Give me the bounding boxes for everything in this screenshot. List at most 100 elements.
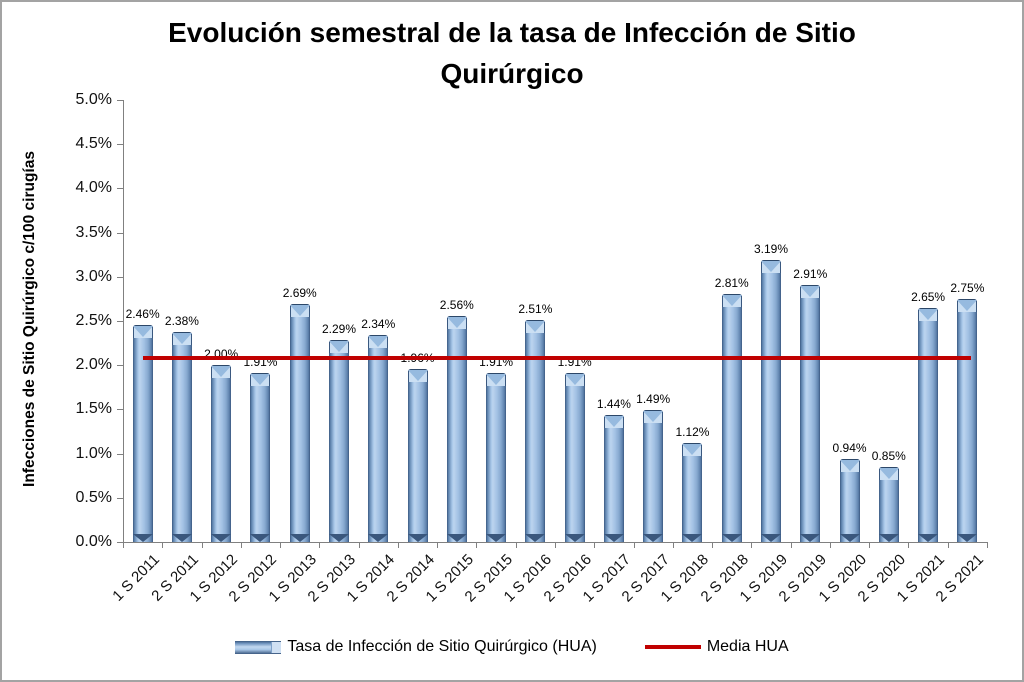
bar-cap-shade (329, 341, 349, 352)
legend-item-media: Media HUA (644, 638, 789, 656)
bar-cap-shade (761, 261, 781, 272)
bar-cap (643, 410, 664, 423)
bar-foot-shade (682, 534, 703, 542)
bar-value-label: 2.38% (164, 314, 199, 328)
bar-foot-shade (761, 534, 781, 542)
bar-cap (957, 299, 978, 312)
bar-cap (250, 373, 271, 386)
chart-title: Evolución semestral de la tasa de Infecc… (168, 17, 856, 89)
bar-foot-shade (132, 534, 153, 542)
bar (132, 325, 153, 542)
x-tick (672, 542, 674, 548)
bar-cap-shade (132, 326, 153, 337)
bar-cap-shade (878, 468, 899, 479)
bar-value-label: 1.49% (636, 392, 671, 406)
bar (721, 294, 742, 542)
bar-value-label: 2.56% (439, 298, 474, 312)
bar-cap-shade (682, 444, 703, 455)
bar-foot (839, 534, 860, 542)
bar-foot (957, 534, 978, 542)
x-tick (947, 542, 949, 548)
bar (957, 299, 978, 542)
bar-foot-shade (878, 534, 899, 542)
bar-cap (446, 316, 467, 329)
y-tick-label: 5.0% (75, 91, 112, 108)
bar (643, 410, 664, 542)
y-axis-line (123, 100, 124, 543)
bar-foot (211, 534, 232, 542)
x-tick (397, 542, 399, 548)
bar-foot (525, 534, 546, 542)
x-tick (476, 542, 478, 548)
bar-cap (721, 294, 742, 307)
media-line (142, 356, 972, 361)
bar-cap (486, 373, 507, 386)
y-tick-label: 2.5% (75, 312, 112, 329)
bar-foot-shade (643, 534, 664, 542)
bar-value-label: 2.46% (125, 307, 160, 321)
bar-foot-shade (564, 534, 585, 542)
bar (171, 332, 192, 542)
y-tick-label: 4.0% (75, 179, 112, 197)
bar-cap (525, 320, 546, 333)
bar-cap (603, 415, 624, 428)
bar-cap-shade (486, 374, 507, 385)
bar-foot (918, 534, 939, 542)
bar (603, 415, 624, 542)
bar-cap-shade (368, 336, 389, 347)
bar-cap (368, 335, 389, 348)
bar-foot (486, 534, 507, 542)
bar-cap-shade (289, 305, 310, 316)
y-tick-label: 2.0% (75, 356, 112, 374)
bar-cap (800, 285, 821, 298)
bar-foot-shade (525, 534, 546, 542)
legend-item-bars: Tasa de Infección de Sitio Quirúrgico (H… (235, 638, 597, 656)
bar-value-label: 2.91% (793, 267, 828, 281)
bar-cap-shade (446, 317, 467, 328)
bar-cap (289, 304, 310, 317)
y-tick-label: 3.5% (75, 223, 112, 241)
bar-foot (329, 534, 349, 542)
bar-cap (682, 443, 703, 456)
bar-foot-shade (250, 534, 271, 542)
bar-value-label: 0.94% (832, 441, 867, 455)
bar (525, 320, 546, 542)
bar-cap-shade (603, 416, 624, 427)
bar-cap-shade (171, 333, 192, 344)
bar-value-label: 1.44% (596, 397, 631, 411)
legend-label-media: Media HUA (706, 638, 789, 655)
bar-foot-shade (721, 534, 742, 542)
y-tick (117, 542, 123, 543)
y-tick-label: 0.5% (75, 488, 112, 506)
bar-foot (250, 534, 271, 542)
x-tick (987, 542, 988, 548)
y-axis-title: Infecciones de Sitio Quirúrgico c/100 ci… (21, 151, 38, 487)
bar-foot (289, 534, 310, 542)
bar-foot-shade (211, 534, 232, 542)
x-tick (751, 542, 753, 548)
bar-cap (407, 369, 428, 382)
bar-cap (211, 365, 232, 378)
bar-foot-shade (289, 534, 310, 542)
bar-foot-shade (486, 534, 507, 542)
bar-foot (643, 534, 664, 542)
y-tick (117, 409, 123, 411)
bar-foot (603, 534, 624, 542)
bar-cap-shade (839, 460, 860, 471)
y-tick-label: 1.0% (75, 444, 112, 462)
legend-label-bars: Tasa de Infección de Sitio Quirúrgico (H… (287, 638, 597, 655)
y-tick (117, 276, 123, 278)
bar-foot-shade (171, 534, 192, 542)
x-tick (123, 542, 124, 548)
bar (564, 373, 585, 542)
bar-foot (564, 534, 585, 542)
bar-cap (132, 325, 153, 338)
bar-foot (800, 534, 821, 542)
bar-foot-shade (446, 534, 467, 542)
bar-cap-shade (407, 370, 428, 381)
bar (446, 316, 467, 542)
bar-value-label: 2.34% (361, 317, 396, 331)
bar-value-label: 3.19% (753, 242, 789, 256)
y-tick (117, 144, 123, 146)
